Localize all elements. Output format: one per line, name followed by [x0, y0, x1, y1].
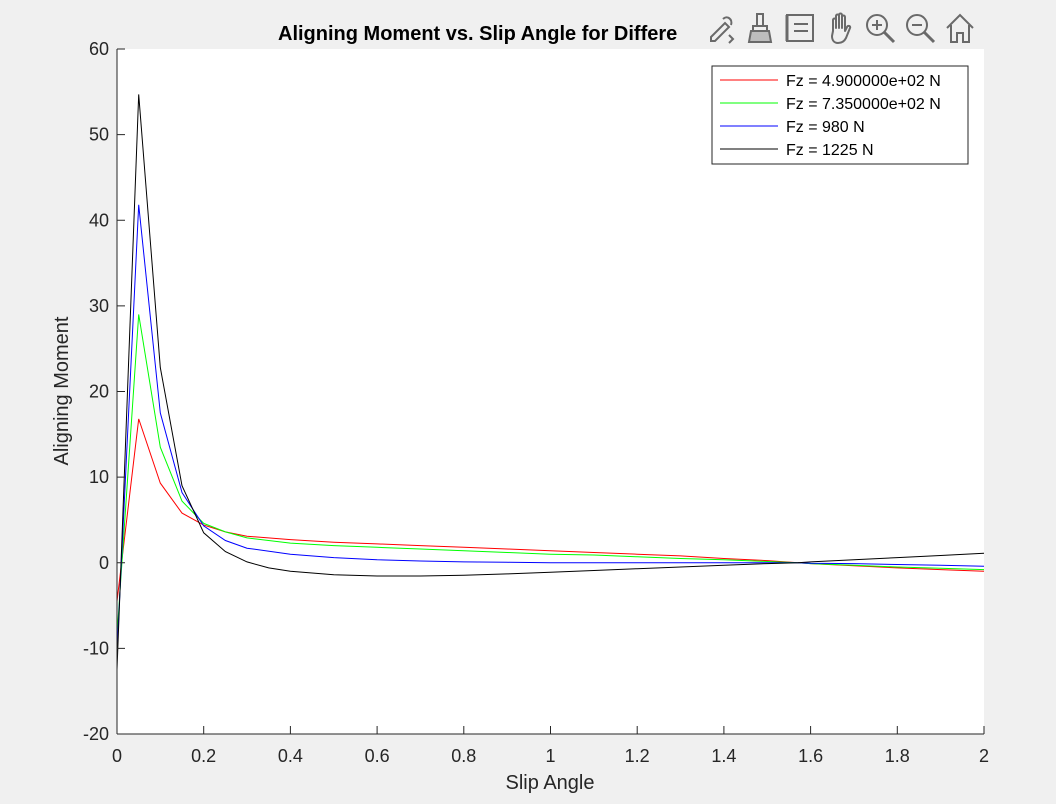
home-icon — [946, 13, 974, 43]
y-tick-label: 20 — [89, 382, 109, 402]
pan-button[interactable] — [822, 9, 858, 47]
brush-button[interactable] — [742, 9, 778, 47]
brush-icon — [747, 13, 773, 43]
chart-title: Aligning Moment vs. Slip Angle for Diffe… — [278, 23, 677, 45]
x-tick-label: 0.8 — [451, 746, 476, 766]
zoom-out-icon — [906, 14, 936, 44]
data-tips-icon — [785, 14, 814, 42]
data-tips-button[interactable] — [782, 9, 818, 47]
x-tick-label: 0.4 — [278, 746, 303, 766]
legend-label: Fz = 4.900000e+02 N — [786, 73, 941, 90]
y-tick-label: 10 — [89, 467, 109, 487]
x-tick-label: 1.6 — [798, 746, 823, 766]
series-line-4 — [116, 94, 985, 670]
y-tick-label: 40 — [89, 210, 109, 230]
y-tick-label: 50 — [89, 125, 109, 145]
series-lines — [116, 94, 985, 670]
edit-plot-button[interactable] — [702, 9, 738, 47]
zoom-in-button[interactable] — [862, 9, 898, 47]
x-ticks: 0 0.2 0.4 0.6 0.8 1 1.2 1.4 1.6 1.8 2 — [112, 726, 989, 766]
legend-label: Fz = 980 N — [786, 119, 865, 136]
y-tick-label: -20 — [83, 724, 109, 744]
edit-plot-icon — [710, 16, 735, 44]
pan-icon — [831, 12, 852, 44]
y-axis-title: Aligning Moment — [51, 316, 73, 465]
zoom-out-button[interactable] — [902, 9, 938, 47]
series-line-3 — [116, 204, 985, 653]
legend[interactable]: Fz = 4.900000e+02 N Fz = 7.350000e+02 N Fz… — [711, 65, 969, 165]
x-tick-label: 1.8 — [885, 746, 910, 766]
x-tick-label: 1.4 — [711, 746, 736, 766]
legend-label: Fz = 1225 N — [786, 142, 874, 159]
x-tick-label: 0 — [112, 746, 122, 766]
axes-toolbar — [702, 8, 978, 48]
x-axis-title: Slip Angle — [506, 772, 595, 794]
legend-box — [711, 65, 969, 165]
legend-label: Fz = 7.350000e+02 N — [786, 96, 941, 113]
x-tick-label: 0.6 — [365, 746, 390, 766]
y-tick-label: 0 — [99, 553, 109, 573]
x-tick-label: 0.2 — [191, 746, 216, 766]
y-tick-label: 60 — [89, 39, 109, 59]
x-tick-label: 1 — [545, 746, 555, 766]
legend-entries: Fz = 4.900000e+02 N Fz = 7.350000e+02 N Fz… — [720, 73, 941, 159]
x-tick-label: 2 — [979, 746, 989, 766]
y-tick-label: 30 — [89, 296, 109, 316]
zoom-in-icon — [866, 14, 896, 44]
x-tick-label: 1.2 — [625, 746, 650, 766]
y-tick-label: -10 — [83, 638, 109, 658]
home-button[interactable] — [942, 9, 978, 47]
y-ticks: -20 -10 0 10 20 30 40 50 60 — [83, 39, 125, 744]
